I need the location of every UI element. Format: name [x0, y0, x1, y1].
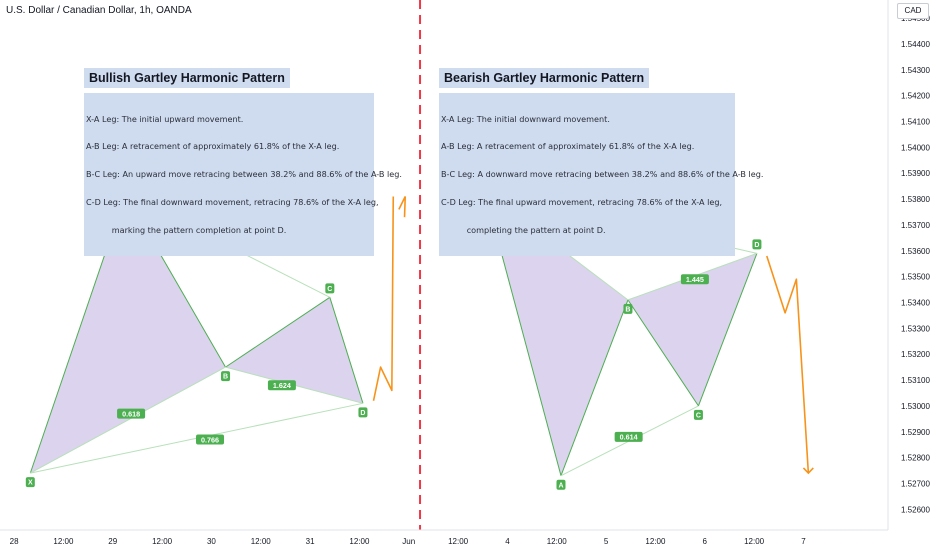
ratio-label: 0.766 [201, 435, 219, 444]
bearish-desc-line: B-C Leg: A downward move retracing betwe… [441, 169, 764, 180]
price-tick-label: 1.53100 [901, 376, 930, 385]
symbol-title: U.S. Dollar / Canadian Dollar, 1h, OANDA [6, 5, 192, 16]
ratio-label-box [614, 431, 643, 442]
price-tick-label: 1.53600 [901, 247, 930, 256]
bullish-xab-triangle [30, 193, 226, 474]
bullish-bcd-triangle [225, 297, 363, 404]
ratio-label-box [196, 434, 225, 445]
point-label-box [693, 409, 703, 420]
point-label-box [358, 407, 368, 418]
point-label: C [696, 413, 701, 420]
bearish-desc-line: A-B Leg: A retracement of approximately … [441, 141, 695, 152]
point-label: B [625, 307, 630, 314]
point-label: X [28, 480, 33, 487]
bullish-projection-line [372, 196, 395, 401]
time-tick-label: 12:00 [53, 537, 74, 546]
time-tick-label: 7 [801, 537, 806, 546]
bearish-desc-line: completing the pattern at point D. [441, 225, 606, 236]
bearish-pattern-description: X-A Leg: The initial downward movement. … [439, 93, 764, 257]
ratio-label: 0.618 [122, 409, 140, 418]
time-tick-label: 12:00 [645, 537, 666, 546]
point-label: D [754, 242, 759, 249]
bullish-pattern-title: Bullish Gartley Harmonic Pattern [84, 68, 290, 88]
time-tick-label: 30 [207, 537, 216, 546]
ratio-label: 1.624 [273, 381, 291, 390]
price-tick-label: 1.53900 [901, 169, 930, 178]
price-tick-label: 1.52800 [901, 454, 930, 463]
bearish-desc-line: C-D Leg: The final upward movement, retr… [441, 197, 723, 208]
point-label-box [325, 283, 335, 294]
ratio-label: 0.614 [620, 433, 638, 442]
bearish-projection-arrowhead [802, 467, 814, 475]
time-tick-label: 31 [306, 537, 315, 546]
point-label-box [221, 371, 231, 382]
point-label: B [223, 374, 228, 381]
price-tick-label: 1.54000 [901, 143, 930, 152]
point-label: C [327, 286, 332, 293]
bearish-leg-ab [560, 299, 629, 476]
price-tick-label: 1.53000 [901, 402, 930, 411]
price-tick-label: 1.52700 [901, 479, 930, 488]
bullish-desc-line: A-B Leg: A retracement of approximately … [86, 141, 340, 152]
bearish-leg-bc [627, 299, 699, 407]
bullish-desc-line: X-A Leg: The initial upward movement. [86, 113, 244, 124]
time-tick-label: 12:00 [547, 537, 568, 546]
ratio-label: 1.445 [686, 275, 704, 284]
price-tick-label: 1.53200 [901, 350, 930, 359]
time-tick-label: 12:00 [152, 537, 173, 546]
price-tick-label: 1.54400 [901, 40, 930, 49]
price-tick-label: 1.54100 [901, 118, 930, 127]
time-tick-label: 12:00 [349, 537, 370, 546]
price-tick-label: 1.54300 [901, 66, 930, 75]
time-tick-label: 12:00 [744, 537, 765, 546]
point-label: A [558, 482, 563, 489]
point-label-box [556, 479, 566, 490]
bearish-leg-cd [697, 253, 758, 407]
bullish-pattern-description: X-A Leg: The initial upward movement. A-… [84, 93, 402, 257]
ratio-label-box [267, 380, 296, 391]
bullish-leg-cd [329, 297, 364, 404]
point-label-box [623, 303, 633, 314]
time-tick-label: 4 [505, 537, 510, 546]
bullish-leg-bc [225, 296, 331, 368]
bullish-desc-line: marking the pattern completion at point … [86, 225, 287, 236]
ratio-label-box [680, 274, 709, 285]
bullish-projection-arrowhead [398, 196, 407, 218]
price-tick-label: 1.52600 [901, 505, 930, 514]
currency-button[interactable]: CAD [897, 3, 929, 19]
time-tick-label: 12:00 [448, 537, 469, 546]
ratio-label-box [117, 408, 146, 419]
time-tick-label: Jun [402, 537, 415, 546]
bearish-desc-line: X-A Leg: The initial downward movement. [441, 113, 610, 124]
time-tick-label: 5 [604, 537, 609, 546]
point-label-box [752, 239, 762, 250]
bearish-pattern-title: Bearish Gartley Harmonic Pattern [439, 68, 650, 88]
time-tick-label: 6 [703, 537, 708, 546]
price-tick-label: 1.53300 [901, 324, 930, 333]
time-tick-label: 12:00 [251, 537, 272, 546]
bearish-bcd-triangle [627, 253, 757, 406]
bullish-ratio-line-xb [30, 366, 226, 474]
point-label: D [360, 410, 365, 417]
point-label-box [25, 477, 35, 488]
time-tick-label: 28 [10, 537, 19, 546]
bullish-desc-line: B-C Leg: An upward move retracing betwee… [86, 169, 402, 180]
price-tick-label: 1.54200 [901, 92, 930, 101]
price-tick-label: 1.52900 [901, 428, 930, 437]
price-tick-label: 1.53700 [901, 221, 930, 230]
bullish-desc-line: C-D Leg: The final downward movement, re… [86, 197, 379, 208]
price-tick-label: 1.53400 [901, 298, 930, 307]
price-tick-label: 1.53800 [901, 195, 930, 204]
bearish-xab-triangle [484, 191, 628, 476]
time-tick-label: 29 [108, 537, 117, 546]
bearish-projection-line [766, 255, 810, 474]
price-tick-label: 1.53500 [901, 273, 930, 282]
